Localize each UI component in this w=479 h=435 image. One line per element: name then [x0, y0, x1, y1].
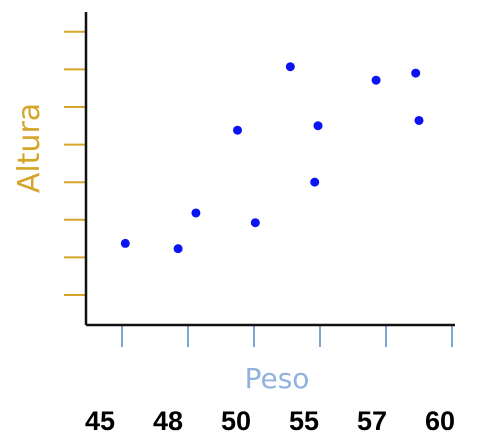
data-point: [310, 177, 320, 187]
data-point: [233, 125, 242, 135]
data-point: [313, 121, 323, 131]
y-axis-label: Altura: [12, 103, 47, 193]
x-tick-label: 60: [425, 406, 455, 435]
x-tick-label: 57: [357, 406, 387, 435]
x-axis-ticks: [121, 325, 453, 347]
x-tick-label: 50: [221, 406, 251, 435]
x-tick-label: 45: [85, 406, 115, 435]
x-tick-label: 55: [289, 406, 319, 435]
data-point: [414, 115, 424, 125]
data-points: [120, 62, 424, 254]
data-point: [120, 238, 130, 248]
data-point: [285, 62, 295, 72]
data-point: [250, 218, 260, 228]
data-point: [191, 208, 201, 218]
x-tick-label: 48: [153, 406, 183, 435]
data-point: [371, 75, 381, 85]
data-point: [411, 68, 421, 78]
x-tick-labels: 45 48 50 55 57 60: [85, 406, 455, 435]
data-point: [173, 244, 183, 254]
y-axis-ticks: [64, 30, 86, 296]
x-axis-label: Peso: [245, 362, 310, 395]
